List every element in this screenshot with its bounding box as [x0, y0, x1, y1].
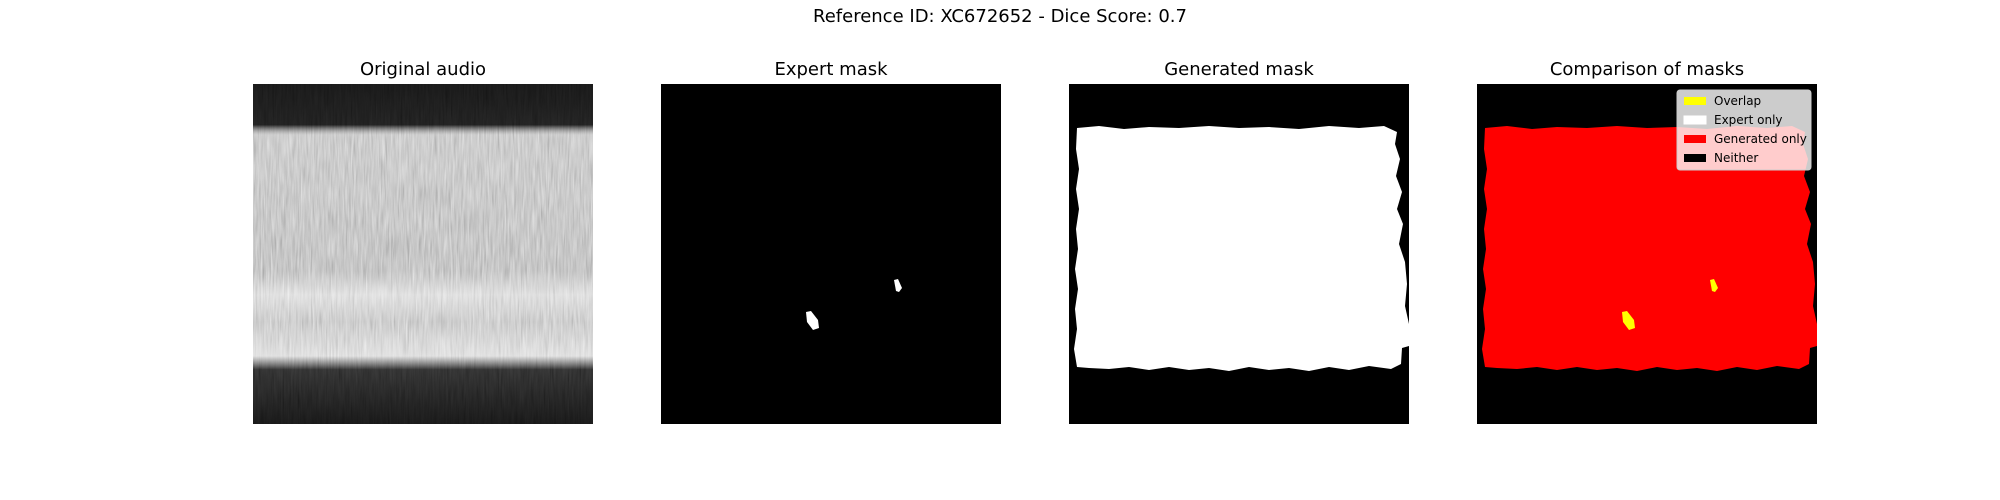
figure-suptitle: Reference ID: XC672652 - Dice Score: 0.7: [813, 6, 1187, 27]
generated-mask-panel: [1069, 84, 1409, 424]
legend-swatch-expert-only: [1683, 115, 1707, 125]
expert-mask-region-2: [894, 279, 902, 292]
legend-frame: [1676, 89, 1812, 171]
comparison-title: Comparison of masks: [1549, 59, 1745, 80]
comparison-overlap-region-1: [1622, 311, 1635, 330]
original-audio-panel: [253, 84, 593, 424]
legend-swatch-neither: [1684, 154, 1706, 162]
legend-swatch-overlap: [1684, 97, 1706, 105]
expert-mask-background: [661, 84, 1001, 424]
expert-mask-image: [661, 84, 1001, 424]
spectrogram-image: [253, 84, 593, 424]
legend-label-generated-only: Generated only: [1714, 132, 1807, 146]
expert-mask-region-1: [806, 311, 819, 330]
comparison-image: Overlap Expert only Generated only Neither: [1477, 84, 1817, 424]
comparison-overlap-region-2: [1710, 279, 1718, 292]
original-audio-title: Original audio: [359, 59, 487, 80]
comparison-legend: Overlap Expert only Generated only Neither: [1676, 89, 1812, 171]
expert-mask-panel: [661, 84, 1001, 424]
comparison-generated-only-region: [1482, 126, 1817, 371]
spectrogram-bands: [253, 84, 593, 424]
legend-swatch-generated-only: [1684, 135, 1706, 143]
generated-mask-title: Generated mask: [1164, 59, 1314, 80]
expert-mask-title: Expert mask: [774, 59, 888, 80]
legend-label-overlap: Overlap: [1714, 94, 1761, 108]
comparison-panel: Overlap Expert only Generated only Neither: [1477, 84, 1817, 424]
generated-mask-region: [1074, 126, 1409, 371]
legend-label-neither: Neither: [1714, 151, 1758, 165]
legend-label-expert-only: Expert only: [1714, 113, 1783, 127]
generated-mask-image: [1069, 84, 1409, 424]
